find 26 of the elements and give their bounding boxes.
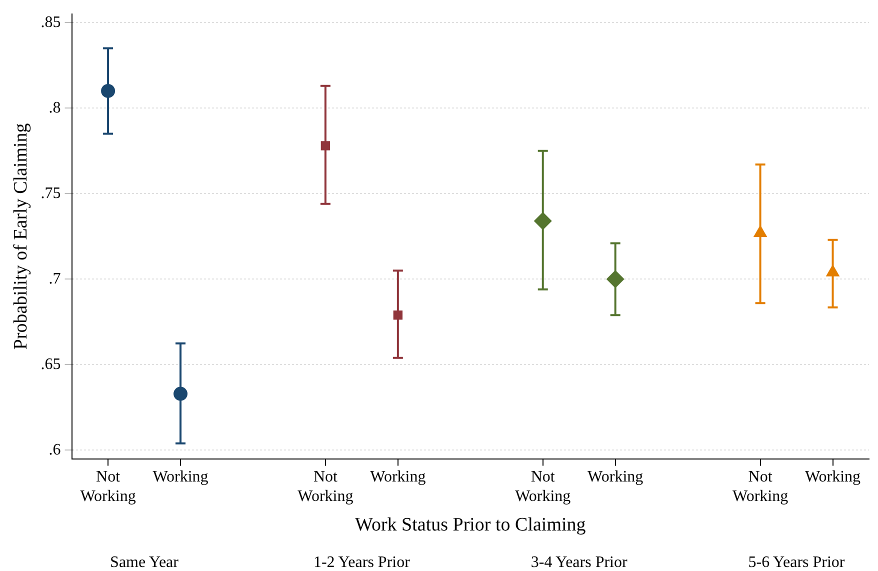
point bbox=[393, 310, 403, 320]
y-tick-label: .8 bbox=[48, 99, 61, 116]
y-tick-label: .65 bbox=[40, 356, 61, 373]
point bbox=[534, 212, 552, 230]
x-tick-label: Working bbox=[804, 468, 861, 486]
text: 5-6 Years Prior bbox=[748, 554, 846, 571]
x-tick-label: Not Working bbox=[80, 468, 136, 505]
point bbox=[606, 270, 624, 288]
x-tick-label: Not Working bbox=[732, 468, 788, 505]
point bbox=[101, 84, 116, 98]
x-tick-label: Working bbox=[588, 468, 644, 486]
text: 3-4 Years Prior bbox=[530, 554, 628, 571]
y-tick-label: .75 bbox=[40, 184, 61, 202]
x-tick-label: Working bbox=[152, 468, 208, 486]
y-tick-label: .85 bbox=[40, 14, 61, 31]
y-axis-title: Probability of Early Claiming bbox=[10, 122, 32, 350]
x-axis-title: Work Status Prior to Claiming bbox=[355, 514, 586, 536]
point bbox=[174, 386, 188, 401]
y-tick-label: .7 bbox=[48, 270, 61, 288]
text: 1-2 Years Prior bbox=[313, 554, 411, 571]
text: Same Year bbox=[110, 554, 180, 571]
y-tick-label: .6 bbox=[48, 441, 61, 458]
x-tick-label: Not Working bbox=[515, 468, 571, 505]
x-tick-label: Not Working bbox=[298, 468, 354, 505]
point bbox=[320, 141, 330, 150]
x-tick-label: Working bbox=[370, 468, 426, 486]
